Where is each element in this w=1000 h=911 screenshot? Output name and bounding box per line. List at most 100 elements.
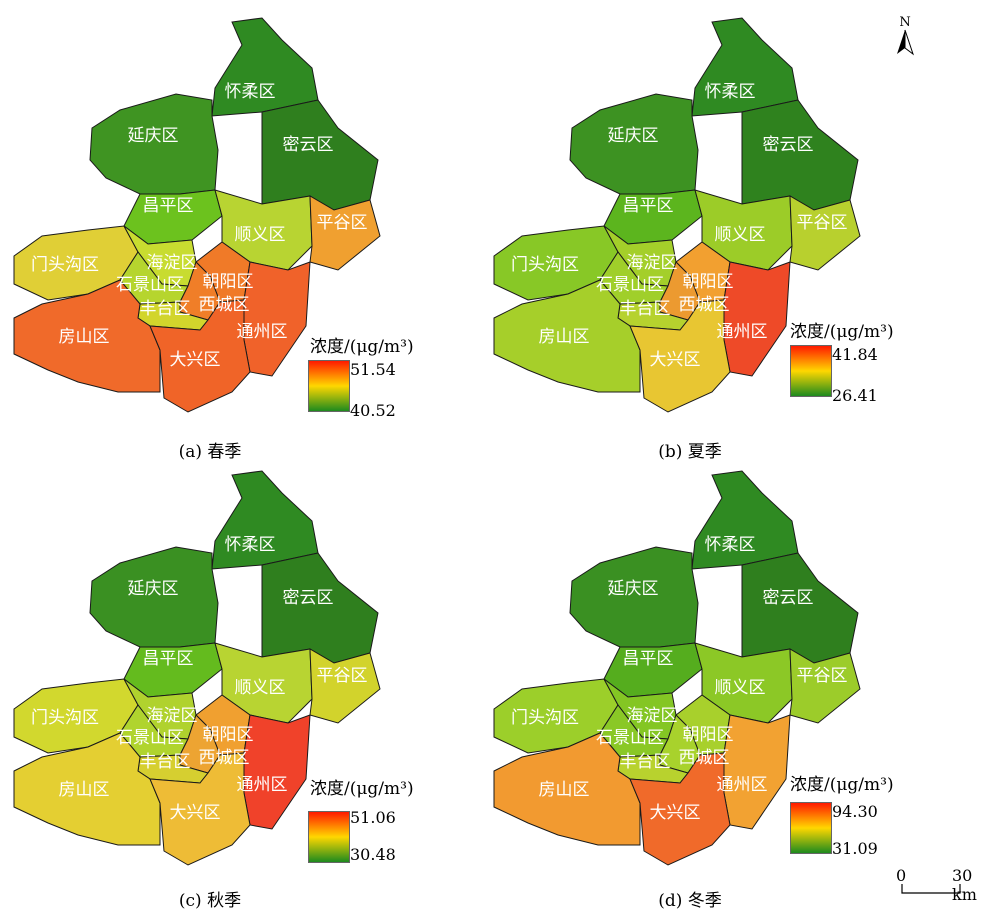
district-label: 延庆区 bbox=[128, 579, 179, 599]
district-label: 石景山区 bbox=[596, 275, 664, 295]
map-panel-spring: 怀柔区 延庆区 密云区 昌平区 顺义区 平谷区 门头沟区 海淀区 朝阳区 石景山区 西城区 丰台区 房山… bbox=[0, 0, 500, 462]
district-area bbox=[89, 93, 219, 195]
district-area bbox=[569, 546, 699, 648]
legend-colorbar bbox=[308, 811, 350, 863]
district-label: 通州区 bbox=[717, 322, 768, 342]
district-area bbox=[149, 752, 251, 866]
district-label: 大兴区 bbox=[170, 803, 221, 823]
district-label: 门头沟区 bbox=[31, 708, 99, 728]
district-label: 丰台区 bbox=[620, 752, 671, 772]
north-label: N bbox=[899, 15, 910, 30]
legend-colorbar bbox=[790, 802, 832, 854]
district-area bbox=[89, 546, 219, 648]
legend-max-value: 94.30 bbox=[832, 802, 878, 821]
district-label: 门头沟区 bbox=[31, 255, 99, 275]
scale-end-label: 30 km bbox=[952, 866, 977, 904]
district-label: 房山区 bbox=[59, 327, 110, 347]
district-label: 怀柔区 bbox=[225, 535, 276, 555]
district-label: 通州区 bbox=[237, 775, 288, 795]
district-area bbox=[789, 648, 861, 724]
district-label: 平谷区 bbox=[317, 666, 368, 686]
district-label: 昌平区 bbox=[143, 649, 194, 669]
district-label: 通州区 bbox=[237, 322, 288, 342]
district-label: 顺义区 bbox=[715, 678, 766, 698]
district-area bbox=[741, 552, 859, 664]
district-label: 昌平区 bbox=[143, 196, 194, 216]
district-area bbox=[789, 195, 861, 271]
district-label: 平谷区 bbox=[797, 666, 848, 686]
district-label: 朝阳区 bbox=[683, 725, 734, 745]
district-label: 房山区 bbox=[59, 780, 110, 800]
district-area bbox=[569, 93, 699, 195]
district-label: 平谷区 bbox=[317, 213, 368, 233]
district-area bbox=[691, 17, 799, 117]
district-area bbox=[309, 195, 381, 271]
district-label: 朝阳区 bbox=[203, 272, 254, 292]
district-label: 朝阳区 bbox=[683, 272, 734, 292]
district-label: 房山区 bbox=[539, 327, 590, 347]
north-arrow-icon: N bbox=[897, 15, 914, 56]
district-label: 丰台区 bbox=[620, 299, 671, 319]
legend-colorbar bbox=[790, 345, 832, 397]
legend-min-value: 30.48 bbox=[350, 845, 396, 864]
legend-min-value: 26.41 bbox=[832, 386, 878, 405]
map-panel-autumn: 怀柔区 延庆区 密云区 昌平区 顺义区 平谷区 门头沟区 海淀区 朝阳区 石景山区 西城区 丰台区 房山… bbox=[0, 453, 500, 911]
legend-colorbar bbox=[308, 360, 350, 412]
district-area bbox=[723, 261, 791, 377]
district-label: 延庆区 bbox=[608, 579, 659, 599]
district-label: 密云区 bbox=[763, 135, 814, 155]
district-label: 丰台区 bbox=[140, 752, 191, 772]
district-label: 西城区 bbox=[199, 295, 250, 315]
district-label: 丰台区 bbox=[140, 299, 191, 319]
district-area bbox=[261, 99, 379, 211]
district-label: 门头沟区 bbox=[511, 708, 579, 728]
scale-start-label: 0 bbox=[896, 866, 907, 885]
district-label: 延庆区 bbox=[128, 126, 179, 146]
legend-title: 浓度/(μg/m³) bbox=[790, 775, 894, 795]
district-area bbox=[211, 470, 319, 570]
legend-max-value: 51.54 bbox=[350, 360, 396, 379]
district-label: 房山区 bbox=[539, 780, 590, 800]
district-label: 怀柔区 bbox=[705, 82, 756, 102]
district-area bbox=[691, 470, 799, 570]
district-label: 顺义区 bbox=[235, 678, 286, 698]
district-area bbox=[261, 552, 379, 664]
district-label: 海淀区 bbox=[147, 253, 198, 273]
district-label: 西城区 bbox=[679, 295, 730, 315]
district-area bbox=[723, 714, 791, 830]
district-label: 门头沟区 bbox=[511, 255, 579, 275]
district-label: 密云区 bbox=[283, 135, 334, 155]
district-label: 怀柔区 bbox=[705, 535, 756, 555]
scale-bar-line bbox=[901, 884, 961, 894]
district-label: 怀柔区 bbox=[225, 82, 276, 102]
district-area bbox=[629, 752, 731, 866]
district-label: 海淀区 bbox=[147, 706, 198, 726]
panel-caption: (d) 冬季 bbox=[658, 891, 722, 911]
district-area bbox=[211, 17, 319, 117]
district-label: 海淀区 bbox=[627, 253, 678, 273]
panel-caption: (c) 秋季 bbox=[178, 891, 242, 911]
district-area bbox=[243, 261, 311, 377]
district-label: 大兴区 bbox=[650, 803, 701, 823]
panel-caption: (a) 春季 bbox=[178, 442, 242, 462]
district-label: 密云区 bbox=[763, 588, 814, 608]
legend-max-value: 41.84 bbox=[832, 345, 878, 364]
district-label: 昌平区 bbox=[623, 196, 674, 216]
district-label: 密云区 bbox=[283, 588, 334, 608]
district-label: 顺义区 bbox=[715, 225, 766, 245]
district-label: 顺义区 bbox=[235, 225, 286, 245]
legend-min-value: 31.09 bbox=[832, 839, 878, 858]
legend-max-value: 51.06 bbox=[350, 808, 396, 827]
legend-title: 浓度/(μg/m³) bbox=[790, 322, 894, 342]
panel-caption: (b) 夏季 bbox=[658, 442, 722, 462]
district-label: 朝阳区 bbox=[203, 725, 254, 745]
district-label: 西城区 bbox=[679, 748, 730, 768]
district-label: 昌平区 bbox=[623, 649, 674, 669]
district-label: 大兴区 bbox=[650, 350, 701, 370]
district-label: 石景山区 bbox=[596, 728, 664, 748]
scale-bar: 0 30 km bbox=[892, 866, 992, 904]
district-label: 延庆区 bbox=[608, 126, 659, 146]
district-area bbox=[149, 299, 251, 413]
